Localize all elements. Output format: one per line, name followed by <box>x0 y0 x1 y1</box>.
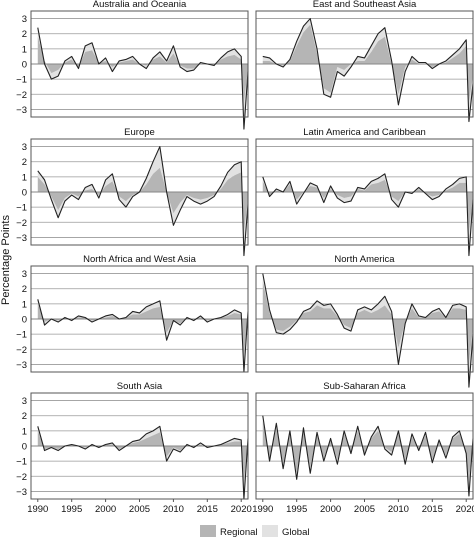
panel-title: South Asia <box>117 381 163 392</box>
panel-frame <box>255 10 474 118</box>
y-tick-label: 3 <box>22 14 27 25</box>
panel-1: Australia and Oceania 3 2 1 0 −1 −2 −3 <box>16 0 249 130</box>
regional-area <box>262 281 473 363</box>
legend-swatch <box>262 525 278 537</box>
y-tick-label: −2 <box>16 472 27 483</box>
y-tick-label: 2 <box>22 157 27 168</box>
y-tick-label: 2 <box>22 411 27 422</box>
panel-frame <box>30 10 249 118</box>
global-area <box>262 18 473 122</box>
panel-6: North America <box>255 254 474 388</box>
x-tick-label: 2005 <box>354 504 375 515</box>
panel-3: Europe 3 2 1 0 −1 −2 −3 <box>16 127 249 257</box>
y-tick-label: 1 <box>22 299 27 310</box>
total-line <box>37 299 249 373</box>
global-area <box>37 146 248 256</box>
total-line <box>37 146 249 257</box>
y-tick-label: 1 <box>22 44 27 55</box>
x-tick-label: 2020 <box>456 504 474 515</box>
regional-area <box>262 420 473 483</box>
panel-title: North America <box>334 254 395 265</box>
regional-area <box>262 24 473 102</box>
legend-label: Global <box>282 527 309 538</box>
y-tick-label: 3 <box>22 142 27 153</box>
y-tick-label: −2 <box>16 218 27 229</box>
panel-title: Europe <box>124 127 155 138</box>
regional-area <box>262 179 473 232</box>
y-tick-label: −3 <box>16 233 27 244</box>
panel-4: Latin America and Caribbean <box>255 127 474 257</box>
y-tick-label: 0 <box>22 315 27 326</box>
panel-frame <box>255 265 474 373</box>
regional-area <box>37 167 248 232</box>
x-tick-label: 2015 <box>422 504 443 515</box>
y-tick-label: −3 <box>16 487 27 498</box>
panel-frame <box>255 138 474 246</box>
panel-8: Sub-Saharan Africa 1990 1995 2000 2005 2010 20… <box>252 381 474 515</box>
x-tick-label: 2020 <box>231 504 252 515</box>
x-tick-label: 1995 <box>286 504 307 515</box>
y-tick-label: −1 <box>16 75 27 86</box>
y-tick-label: 2 <box>22 284 27 295</box>
y-tick-label: 1 <box>22 426 27 437</box>
y-tick-label: −3 <box>16 105 27 116</box>
panel-2: East and Southeast Asia <box>255 0 474 123</box>
y-tick-label: 3 <box>22 269 27 280</box>
total-line <box>37 27 249 130</box>
y-tick-label: −1 <box>16 330 27 341</box>
y-axis-label: Percentage Points <box>0 215 12 305</box>
legend-label: Regional <box>220 527 258 538</box>
global-area <box>262 273 473 388</box>
x-tick-label: 2000 <box>95 504 116 515</box>
panel-5: North Africa and West Asia 3 2 1 0 −1 −2 −3 <box>16 254 249 373</box>
x-tick-label: 2005 <box>129 504 150 515</box>
total-line <box>262 18 474 123</box>
panel-frame <box>30 138 249 246</box>
y-tick-label: 0 <box>22 442 27 453</box>
y-tick-label: −1 <box>16 457 27 468</box>
legend-swatch <box>200 525 216 537</box>
total-line <box>262 273 474 388</box>
panel-title: North Africa and West Asia <box>83 254 197 265</box>
panel-frame <box>30 265 249 373</box>
panel-title: Latin America and Caribbean <box>303 127 426 138</box>
panel-title: Sub-Saharan Africa <box>323 381 406 392</box>
y-tick-label: −1 <box>16 203 27 214</box>
total-line <box>262 173 474 257</box>
total-line <box>37 425 249 500</box>
x-tick-label: 2000 <box>320 504 341 515</box>
y-tick-label: −2 <box>16 345 27 356</box>
x-tick-label: 1990 <box>27 504 48 515</box>
y-tick-label: −2 <box>16 90 27 101</box>
x-tick-label: 1995 <box>61 504 82 515</box>
y-tick-label: 3 <box>22 396 27 407</box>
global-area <box>262 173 473 256</box>
x-tick-label: 2010 <box>163 504 184 515</box>
x-tick-label: 1990 <box>252 504 273 515</box>
regional-area <box>37 430 248 483</box>
legend: Regional Global <box>200 525 309 538</box>
panel-title: Australia and Oceania <box>93 0 187 10</box>
regional-area <box>37 36 248 102</box>
regional-area <box>37 303 248 356</box>
y-tick-label: −3 <box>16 360 27 371</box>
y-tick-label: 1 <box>22 172 27 183</box>
panel-title: East and Southeast Asia <box>313 0 417 10</box>
y-tick-label: 0 <box>22 60 27 71</box>
x-tick-label: 2015 <box>197 504 218 515</box>
total-line <box>262 415 474 497</box>
global-area <box>37 27 248 130</box>
x-tick-label: 2010 <box>388 504 409 515</box>
y-tick-label: 0 <box>22 188 27 199</box>
y-tick-label: 2 <box>22 29 27 40</box>
